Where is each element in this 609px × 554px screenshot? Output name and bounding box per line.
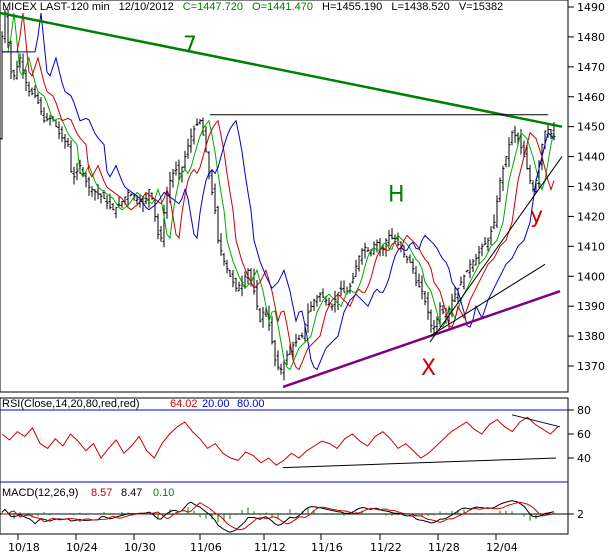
rsi-trendline <box>282 457 557 469</box>
x-tick-label: 12/04 <box>486 541 518 554</box>
x-tick-label: 10/24 <box>66 541 98 554</box>
x-tick-label: 10/18 <box>8 541 40 554</box>
price-panel: 7 H Xy <box>0 8 563 389</box>
rsi-panel-frame <box>0 397 569 483</box>
price-tick-label: 1420 <box>577 210 605 223</box>
trendline <box>282 290 561 389</box>
open-value: O=1441.470 <box>252 1 313 13</box>
price-tick-label: 1400 <box>577 270 605 283</box>
rsi-lower: 20.00 <box>202 398 230 410</box>
date-label: 12/10/2012 <box>118 1 174 13</box>
macd-label: MACD(12,26,9) <box>2 487 78 499</box>
volume-value: V=15382 <box>458 1 504 13</box>
close-value: C=1447.720 <box>182 1 244 13</box>
price-tick-label: 1430 <box>577 181 605 194</box>
rsi-tick-label: 40 <box>577 452 591 465</box>
x-tick-label: 10/30 <box>124 541 156 554</box>
chart-annotation: H <box>388 182 405 207</box>
x-tick-label: 11/16 <box>311 541 343 554</box>
trendline <box>429 156 563 343</box>
chart-annotation: y <box>530 203 543 228</box>
price-tick-label: 1370 <box>577 360 605 373</box>
price-tick-label: 1490 <box>577 1 605 14</box>
rsi-tick-label: 60 <box>577 428 591 441</box>
symbol-label: MICEX LAST-120 min <box>2 1 110 13</box>
macd-value: 8.57 <box>91 487 112 499</box>
rsi-tick-label: 80 <box>577 404 591 417</box>
x-tick-label: 11/12 <box>254 541 286 554</box>
chart-annotation: X <box>421 356 436 381</box>
chart-annotation: 7 <box>183 33 197 58</box>
price-tick-label: 1470 <box>577 61 605 74</box>
moving-average-line <box>2 12 555 371</box>
rsi-upper: 80.00 <box>237 398 265 410</box>
x-tick-label: 11/22 <box>370 541 402 554</box>
rsi-panel <box>0 409 568 483</box>
axes: 1490 1480 1470 1460 1450 1440 1430 1420 1410 1400… <box>8 1 605 554</box>
price-tick-label: 1390 <box>577 300 605 313</box>
trendline <box>429 263 546 337</box>
rsi-trendline <box>511 414 561 428</box>
price-tick-label: 1450 <box>577 121 605 134</box>
price-tick-label: 1410 <box>577 240 605 253</box>
price-panel-frame <box>0 0 569 393</box>
macd-signal-value: 8.47 <box>121 487 142 499</box>
moving-average-line <box>2 12 555 371</box>
price-tick-label: 1440 <box>577 151 605 164</box>
high-value: H=1455.190 <box>322 1 383 13</box>
rsi-label: RSI(Close,14,20,80,red,red) <box>2 398 140 410</box>
macd-hist-value: 0.10 <box>153 487 174 499</box>
macd-signal-line <box>2 501 555 531</box>
moving-average-line <box>2 12 555 371</box>
trendline <box>0 11 563 128</box>
x-tick-label: 11/28 <box>428 541 460 554</box>
macd-panel <box>0 500 568 533</box>
x-tick-label: 11/06 <box>190 541 222 554</box>
low-value: L=1438.520 <box>391 1 450 13</box>
chart-header: MICEX LAST-120 min 12/10/2012 C=1447.720… <box>2 1 509 13</box>
rsi-value: 64.02 <box>170 398 198 410</box>
rsi-line <box>1 416 559 466</box>
price-tick-label: 1460 <box>577 91 605 104</box>
macd-tick-label: 2 <box>577 508 584 521</box>
price-tick-label: 1380 <box>577 330 605 343</box>
price-tick-label: 1480 <box>577 31 605 44</box>
